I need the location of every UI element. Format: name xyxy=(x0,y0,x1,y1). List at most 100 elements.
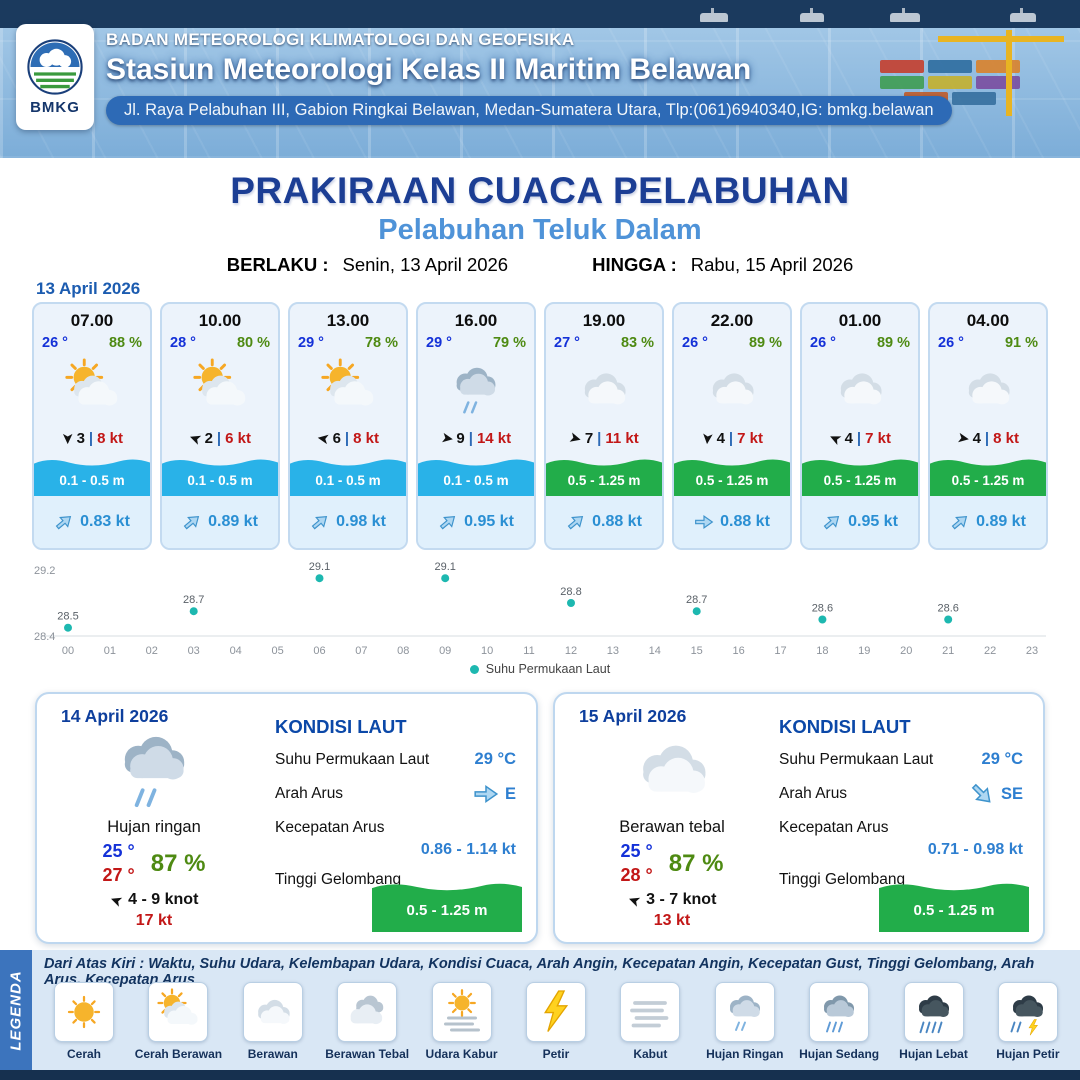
wave-fill xyxy=(546,468,662,496)
svg-text:05: 05 xyxy=(271,645,283,657)
cerah-berawan-icon xyxy=(148,982,209,1042)
wind-speed-value: 4 xyxy=(716,429,725,447)
min-temperature: 25 ° xyxy=(102,841,135,861)
gust-value: 8 kt xyxy=(353,429,379,447)
weather-icon xyxy=(802,354,918,424)
temp-humidity-row: 26 ° 89 % xyxy=(802,332,918,354)
wind-direction-arrow-icon: ➤ xyxy=(625,889,643,911)
legend-item: Udara Kabur xyxy=(416,982,508,1061)
wind-speed-value: 3 xyxy=(76,429,85,447)
weather-icon xyxy=(34,354,150,424)
forecast-time: 22.00 xyxy=(710,311,754,330)
current-row: 0.83 kt xyxy=(34,496,150,548)
gust-value: 7 kt xyxy=(865,429,891,447)
wind-speed-value: 4 xyxy=(844,429,853,447)
berlaku-value: Senin, 13 April 2026 xyxy=(342,254,509,275)
bottom-strip xyxy=(0,1070,1080,1080)
wind-range-value: 3 - 7 knot xyxy=(646,891,717,908)
wave-height-band: 0.5 - 1.25 m xyxy=(802,456,918,496)
wave-crest-shape xyxy=(674,459,790,469)
temperature-block: 25 ° 27 ° 87 % xyxy=(49,841,259,886)
wind-direction-arrow-icon: ➤ xyxy=(698,430,717,446)
gust-value: 11 kt xyxy=(605,429,639,447)
hingga-value: Rabu, 15 April 2026 xyxy=(690,254,854,275)
weather-icon xyxy=(674,354,790,424)
sst-row: Suhu Permukaan Laut 29 °C xyxy=(779,750,1023,769)
day-summary-card: 14 April 2026 Hujan ringan 25 ° 27 ° 87 … xyxy=(35,692,538,944)
wind-direction-arrow-icon: ➤ xyxy=(567,428,584,448)
weather-icon xyxy=(162,354,278,424)
temp-humidity-row: 29 ° 79 % xyxy=(418,332,534,354)
divider: | xyxy=(728,429,734,447)
current-row: 0.89 kt xyxy=(930,496,1046,548)
divider: | xyxy=(88,429,94,447)
ship-shape xyxy=(800,8,824,22)
petir-icon xyxy=(525,982,586,1042)
humidity-value: 83 % xyxy=(620,335,654,351)
svg-text:09: 09 xyxy=(439,645,451,657)
legend-dot-icon xyxy=(469,664,479,674)
weather-icon xyxy=(546,354,662,424)
forecast-card: 13.00 29 ° 78 % ➤ 6 | 8 kt 0.1 - 0.5 m 0… xyxy=(288,302,408,550)
current-direction-arrow-icon xyxy=(964,776,1001,813)
wave-height-value: 0.5 - 1.25 m xyxy=(951,473,1025,488)
legend-item: Cerah xyxy=(38,982,130,1061)
port-name: Pelabuhan Teluk Dalam xyxy=(378,214,702,246)
wind-row: ➤ 6 | 8 kt xyxy=(290,424,406,452)
weather-condition: Berawan tebal xyxy=(619,818,725,836)
bmkg-logo: BMKG xyxy=(16,24,94,130)
svg-text:14: 14 xyxy=(649,645,661,657)
ship-shape xyxy=(1010,8,1036,22)
air-temperature: 26 ° xyxy=(938,335,964,351)
svg-text:28.4: 28.4 xyxy=(34,631,55,643)
legend-label: Petir xyxy=(542,1047,570,1061)
station-address: Jl. Raya Pelabuhan III, Gabion Ringkai B… xyxy=(106,96,952,125)
current-speed-value: 0.89 kt xyxy=(976,513,1026,530)
wind-row: ➤ 3 | 8 kt xyxy=(34,424,150,452)
forecast-card: 19.00 27 ° 83 % ➤ 7 | 11 kt 0.5 - 1.25 m… xyxy=(544,302,664,550)
hujan-sedang-icon xyxy=(809,982,870,1042)
current-row: 0.95 kt xyxy=(418,496,534,548)
air-temperature: 26 ° xyxy=(682,335,708,351)
wave-crest-shape xyxy=(546,459,662,469)
chart-legend-label: Suhu Permukaan Laut xyxy=(485,662,611,676)
min-temperature: 25 ° xyxy=(620,841,653,861)
legend-label: Hujan Sedang xyxy=(799,1047,880,1061)
sea-conditions-title: KONDISI LAUT xyxy=(275,716,407,737)
wind-direction-arrow-icon: ➤ xyxy=(315,428,331,448)
legend-label: Hujan Petir xyxy=(996,1047,1060,1061)
air-temperature: 28 ° xyxy=(170,335,196,351)
wave-height-value: 0.1 - 0.5 m xyxy=(187,473,253,488)
wave-crest-shape xyxy=(879,883,1029,894)
legend-side-bar: LEGENDA xyxy=(0,950,32,1070)
sst-value: 29 °C xyxy=(474,750,516,768)
wave-height-band: 0.5 - 1.25 m xyxy=(930,456,1046,496)
svg-text:00: 00 xyxy=(62,645,74,657)
legend-item: Kabut xyxy=(604,982,696,1061)
current-speed-value: 0.71 - 0.98 kt xyxy=(927,841,1023,858)
wind-row: ➤ 9 | 14 kt xyxy=(418,424,534,452)
svg-text:10: 10 xyxy=(481,645,493,657)
air-temperature: 29 ° xyxy=(426,335,452,351)
current-direction-arrow-icon xyxy=(818,508,846,536)
current-speed-label: Kecepatan Arus xyxy=(779,819,889,836)
ship-shape xyxy=(890,8,920,22)
humidity-value: 91 % xyxy=(1004,335,1038,351)
current-direction-row: Arah Arus SE xyxy=(779,781,1023,807)
sst-chart-section: 29.2 28.4 00 01 02 03 04 05 06 07 08 09 10 11 12 13 14 15… xyxy=(32,556,1048,676)
current-row: 0.88 kt xyxy=(674,496,790,548)
wave-fill xyxy=(802,468,918,496)
current-row: 0.88 kt xyxy=(546,496,662,548)
wave-height-label: Tinggi Gelombang xyxy=(779,871,906,888)
wave-height-band: 0.1 - 0.5 m xyxy=(290,456,406,496)
current-speed-value: 0.86 - 1.14 kt xyxy=(420,841,516,858)
sst-row: Suhu Permukaan Laut 29 °C xyxy=(275,750,516,769)
current-speed-value: 0.98 kt xyxy=(336,513,386,530)
forecast-time: 13.00 xyxy=(326,311,370,330)
divider: | xyxy=(856,429,862,447)
hujan-ringan-icon xyxy=(714,982,775,1042)
divider: | xyxy=(216,429,222,447)
legend-section: LEGENDA Dari Atas Kiri : Waktu, Suhu Uda… xyxy=(0,950,1080,1070)
wave-height-value: 0.1 - 0.5 m xyxy=(59,473,125,488)
